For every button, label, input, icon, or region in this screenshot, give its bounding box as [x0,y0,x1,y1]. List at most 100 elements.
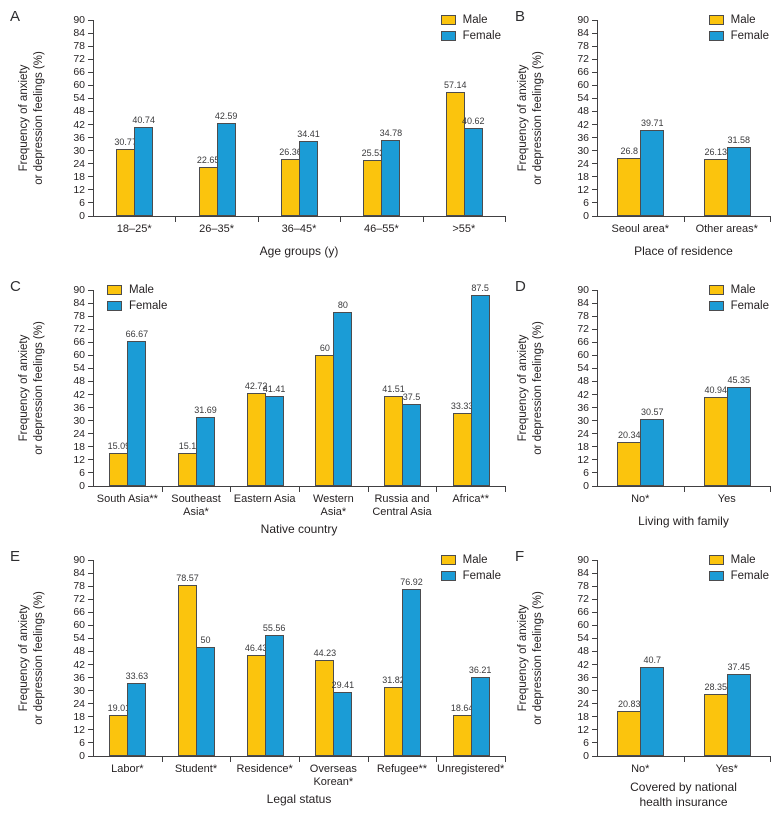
panel-letter: F [515,548,525,565]
bar-value-label: 31.69 [194,405,217,415]
bar-value-label: 30.77 [114,137,137,147]
y-tick-mark [88,137,93,139]
x-category-label: Student* [174,763,218,775]
y-tick-mark [88,420,93,422]
x-tick-mark [436,487,438,492]
y-tick-mark [592,690,597,692]
legend-swatch-female [708,31,724,41]
y-tick-label: 54 [577,632,589,645]
y-tick-mark [88,572,93,574]
bar-female [640,129,665,216]
bar-value-label: 40.62 [462,115,485,126]
y-tick-mark [592,585,597,587]
x-tick-mark [230,757,232,762]
y-tick-label: 30 [73,414,85,427]
y-tick-mark [592,650,597,652]
legend: Male Female [440,554,501,582]
x-tick-mark [230,487,232,492]
y-tick-label: 54 [73,362,85,375]
bar-value-label: 19.01 [107,702,131,713]
x-axis-title: Place of residence [634,244,733,258]
bar-value-label: 18.64 [450,703,474,714]
y-tick-label: 54 [73,92,85,105]
panel-F: F Frequency of anxiety or depression fee… [505,540,773,820]
y-tick-mark [88,598,93,600]
y-tick-mark [592,84,597,86]
y-tick-label: 54 [73,632,85,645]
bar-female [640,667,665,756]
y-tick-mark [88,97,93,99]
y-tick-mark [592,572,597,574]
bar-female [196,647,215,756]
y-tick-mark [592,755,597,757]
x-tick-mark [505,487,506,492]
panel-letter: D [515,278,526,295]
y-tick-label: 66 [577,336,589,349]
y-tick-mark [592,163,597,165]
panel-letter: C [10,278,21,295]
x-tick-mark [367,757,369,762]
y-tick-label: 24 [577,157,589,170]
bar-value-label: 36.21 [468,665,492,676]
bar-value-label: 31.82 [382,674,405,685]
y-tick-mark [88,637,93,639]
x-tick-mark [436,757,438,762]
plot-area: 15.09 66.67 15.1 31.69 42.72 41.41 60 80 41.51 37… [93,283,506,487]
x-category-label: 26–35* [199,223,235,235]
y-tick-mark [88,71,93,73]
y-tick-label: 0 [583,210,589,222]
x-tick-mark [505,217,506,222]
y-tick-mark [592,137,597,139]
panel-B: B Frequency of anxiety or depression fee… [505,0,773,270]
y-tick-label: 18 [73,170,85,183]
y-tick-label: 66 [73,336,85,349]
legend: Male Female [708,14,769,42]
bar-value-label: 20.83 [617,698,641,709]
bar-female [264,395,284,486]
bar-value-label: 41.51 [382,383,405,394]
bar-value-label: 31.58 [727,135,751,146]
bar-value-label: 33.63 [125,670,149,681]
legend-label: Female [462,570,501,582]
y-tick-label: 60 [73,79,85,92]
panel-D: D Frequency of anxiety or depression fee… [505,270,773,540]
y-tick-label: 36 [577,671,589,684]
x-axis-title: Living with family [638,514,729,528]
bar-male [315,355,335,486]
y-tick-mark [592,302,597,304]
x-category-label: Overseas Korean* [309,763,357,788]
legend-item-male: Male [708,554,769,566]
y-tick-label: 42 [73,118,85,131]
x-category-label: Western Asia* [312,493,354,518]
legend-item-female: Female [708,570,769,582]
y-tick-mark [592,394,597,396]
y-tick-label: 54 [577,92,589,105]
legend-label: Male [462,554,488,566]
bar-value-label: 15.1 [178,441,197,452]
panel-letter: A [10,8,21,25]
x-category-label: 18–25* [116,223,152,235]
bar-female [127,340,147,486]
y-tick-label: 78 [577,310,589,323]
bar-female [726,674,751,756]
bar-value-label: 26.13 [704,147,728,158]
bar-value-label: 37.5 [402,392,421,403]
y-axis-label: Frequency of anxiety or depression feeli… [517,591,544,725]
legend-swatch-female [440,31,456,41]
bar-value-label: 44.23 [313,647,337,658]
y-tick-label: 36 [73,131,85,144]
legend-swatch-female [440,571,456,581]
bar-male [109,714,129,756]
y-tick-mark [88,45,93,47]
y-tick-mark [88,650,93,652]
x-category-label: Russia and Central Asia [372,493,432,518]
bar-female [333,691,353,756]
y-tick-label: 78 [73,580,85,593]
y-tick-mark [88,315,93,317]
bar-female [470,295,490,486]
x-category-label: Other areas* [695,223,758,235]
x-category-label: Labor* [111,763,144,775]
y-tick-label: 48 [577,105,589,118]
y-tick-mark [592,328,597,330]
legend-label: Male [129,284,154,296]
